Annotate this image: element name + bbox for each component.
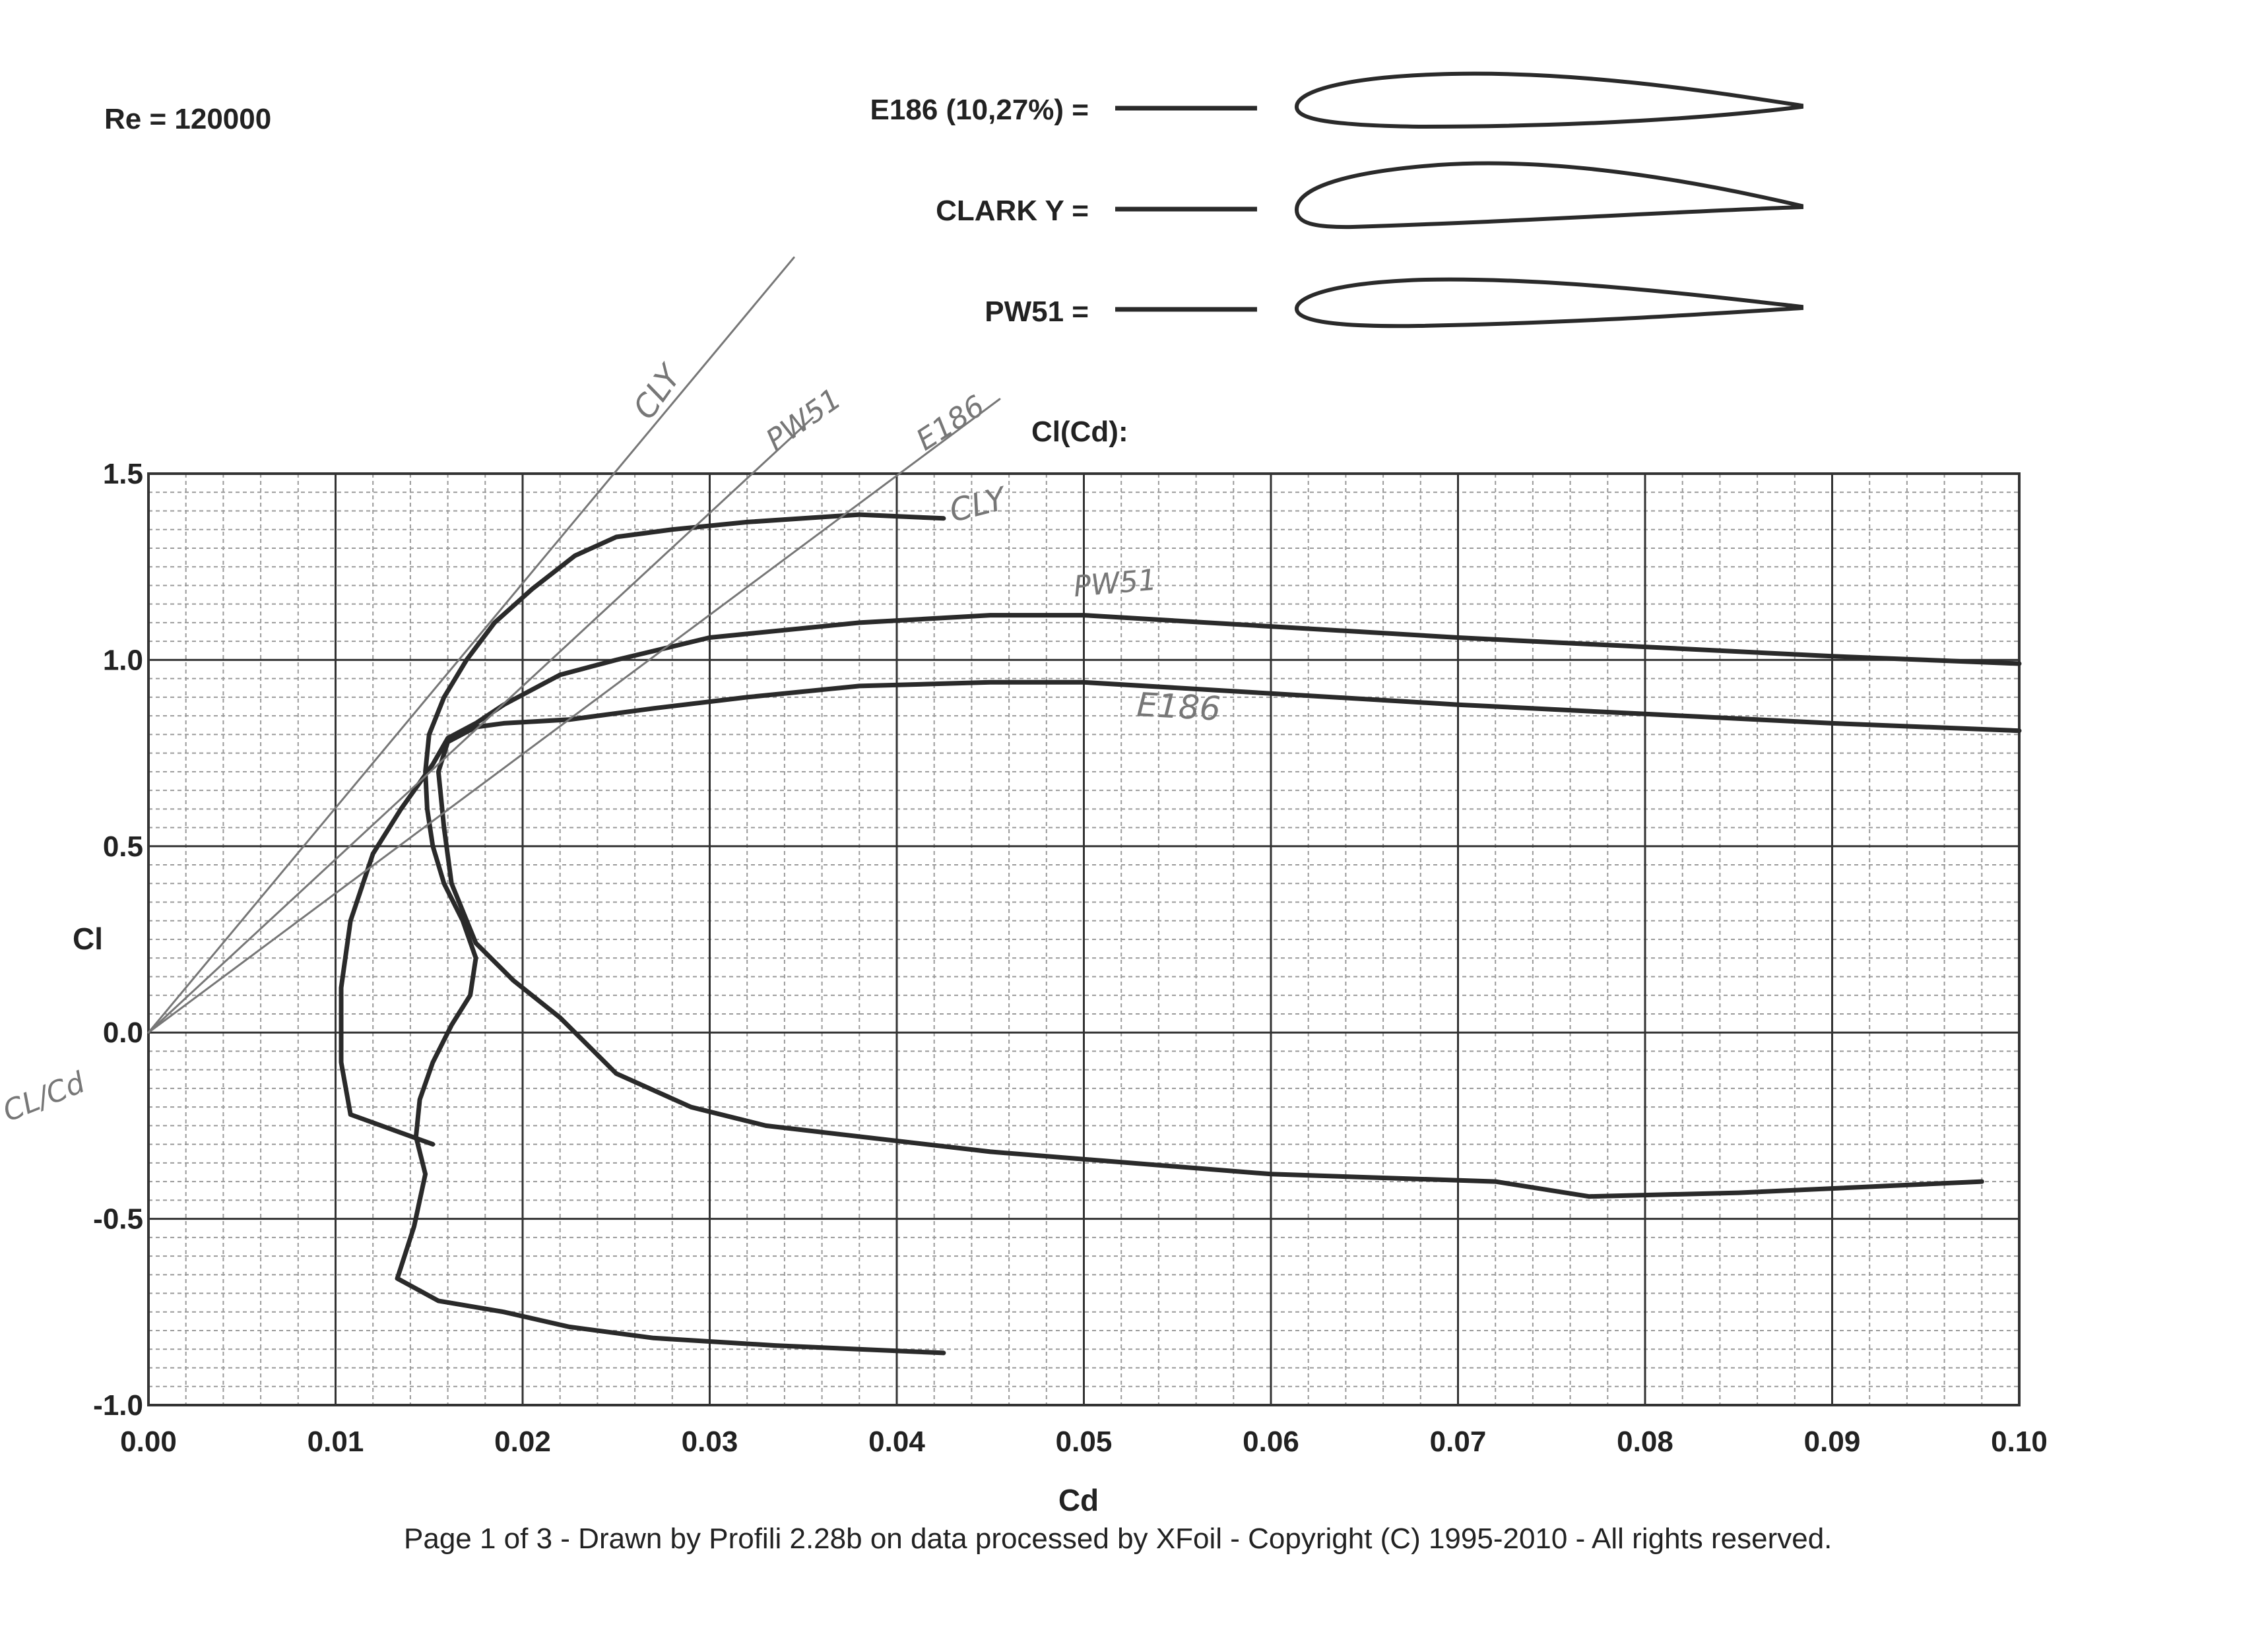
y-tick-label: -1.0 bbox=[93, 1389, 143, 1422]
y-tick-label: 1.5 bbox=[103, 458, 143, 490]
x-tick-label: 0.08 bbox=[1617, 1426, 1673, 1458]
legend-label-clarky: CLARK Y = bbox=[936, 195, 1089, 227]
x-tick-label: 0.10 bbox=[1991, 1426, 2048, 1458]
series-line-e186 bbox=[436, 679, 2022, 1199]
x-tick-label: 0.02 bbox=[494, 1426, 551, 1458]
series-line-e186-tangent bbox=[147, 398, 1001, 1034]
series-line-clark-y bbox=[395, 512, 946, 1356]
x-tick-label: 0.06 bbox=[1243, 1426, 1299, 1458]
x-axis-label: Cd bbox=[1058, 1483, 1099, 1517]
plot-title: Cl(Cd): bbox=[1031, 416, 1128, 448]
airfoil-e186-icon bbox=[1294, 71, 1803, 129]
y-tick-label: 0.5 bbox=[103, 831, 143, 863]
plot-frame bbox=[147, 472, 2021, 1406]
y-tick-label: 1.0 bbox=[103, 644, 143, 676]
footer-text: Page 1 of 3 - Drawn by Profili 2.28b on … bbox=[404, 1523, 1832, 1555]
airfoil-pw51-icon bbox=[1294, 277, 1803, 329]
x-tick-label: 0.03 bbox=[682, 1426, 738, 1458]
legend-label-e186: E186 (10,27%) = bbox=[870, 94, 1089, 126]
series-layer bbox=[147, 256, 2022, 1356]
reynolds-label: Re = 120000 bbox=[104, 103, 272, 135]
series-line-cly-tangent bbox=[147, 256, 795, 1034]
handwritten-note-cly-curve: CLY bbox=[946, 480, 1012, 530]
x-tick-label: 0.00 bbox=[120, 1426, 177, 1458]
x-tick-label: 0.05 bbox=[1056, 1426, 1113, 1458]
y-axis-label: Cl bbox=[73, 922, 103, 956]
handwritten-note-e186-tangent: E186 bbox=[911, 389, 991, 458]
handwritten-note-pw51-curve: PW51 bbox=[1072, 563, 1158, 604]
legend-label-pw51: PW51 = bbox=[985, 296, 1089, 328]
x-tick-label: 0.09 bbox=[1804, 1426, 1861, 1458]
x-tick-label: 0.07 bbox=[1430, 1426, 1487, 1458]
handwritten-note-ratio: CL/Cd bbox=[0, 1065, 90, 1129]
handwritten-note-cly-tangent: CLY bbox=[626, 357, 690, 426]
grid-major bbox=[147, 472, 2021, 1406]
handwritten-note-e186-curve: E186 bbox=[1136, 685, 1221, 728]
y-tick-label: 0.0 bbox=[103, 1017, 143, 1049]
x-tick-label: 0.04 bbox=[868, 1426, 925, 1458]
series-line-pw51-tangent bbox=[147, 416, 814, 1034]
y-tick-label: -0.5 bbox=[93, 1203, 143, 1236]
tick-labels: 0.00 0.01 0.02 0.03 0.04 0.05 0.06 0.07 0.08 0.09… bbox=[73, 458, 2048, 1517]
handwritten-note-pw51-tangent: PW51 bbox=[760, 382, 847, 457]
x-tick-label: 0.01 bbox=[308, 1426, 364, 1458]
airfoil-clarky-icon bbox=[1294, 161, 1803, 230]
